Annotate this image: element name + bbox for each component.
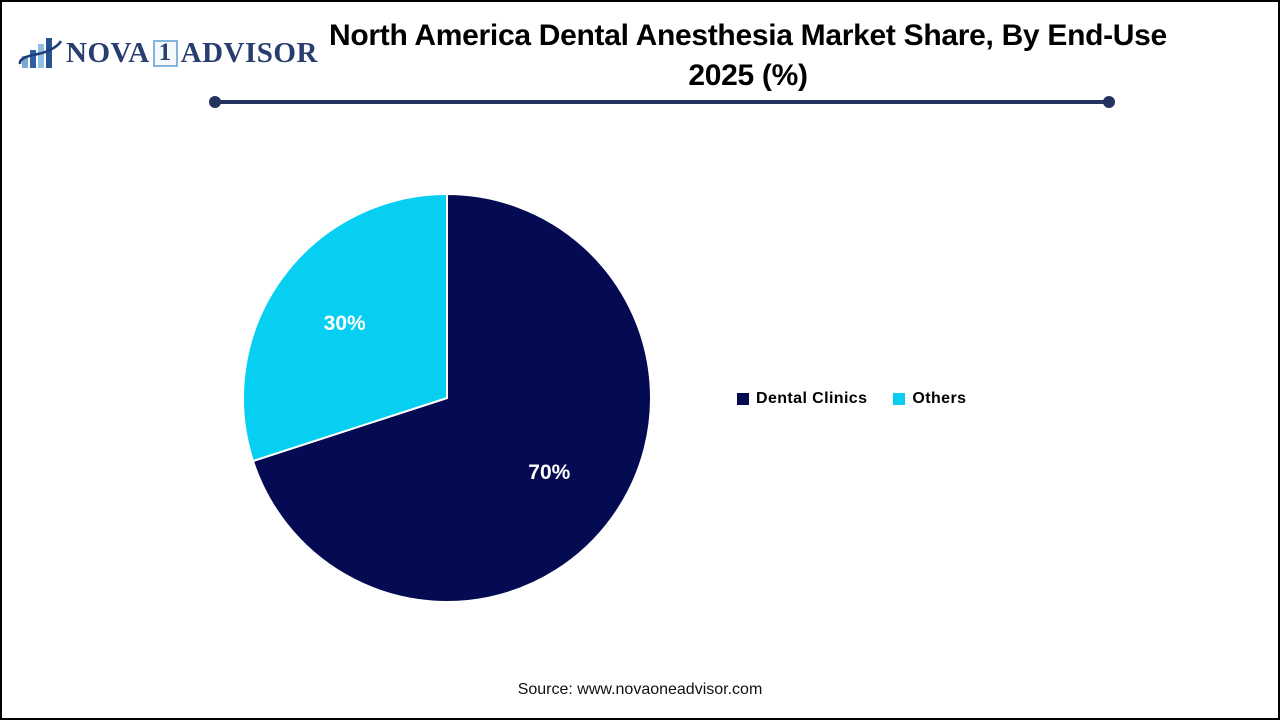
nova-one-advisor-logo: NOVA 1 ADVISOR	[18, 32, 318, 74]
logo-wordmark: NOVA 1 ADVISOR	[66, 37, 318, 70]
logo-word-advisor: ADVISOR	[180, 36, 318, 69]
logo-one-box: 1	[152, 39, 178, 67]
chart-legend: Dental Clinics Others	[737, 390, 966, 408]
pie-slice-others	[242, 193, 448, 463]
logo-word-nova: NOVA	[66, 36, 150, 69]
legend-label-dental-clinics: Dental Clinics	[756, 390, 868, 407]
bar-chart-logo-icon	[18, 38, 62, 68]
source-text: Source: www.novaoneadvisor.com	[517, 681, 763, 698]
pie-chart: 70% 30%	[241, 192, 653, 604]
legend-swatch-others	[893, 393, 906, 405]
chart-title-line2: 2025 (%)	[688, 59, 808, 92]
legend-item-dental-clinics: Dental Clinics	[737, 390, 867, 408]
chart-title-line1: North America Dental Anesthesia Market S…	[329, 19, 1167, 52]
legend-swatch-dental-clinics	[737, 393, 749, 405]
pie-slice-dental-clinics	[251, 193, 652, 603]
pie-slice-label: 70%	[528, 461, 570, 484]
pie-slice-label: 30%	[324, 312, 366, 335]
pie-chart-svg: 70% 30%	[242, 193, 652, 603]
title-underline	[209, 96, 1115, 108]
legend-label-others: Others	[912, 390, 967, 407]
chart-title: North America Dental Anesthesia Market S…	[214, 16, 1278, 96]
legend-item-others: Others	[893, 390, 966, 408]
